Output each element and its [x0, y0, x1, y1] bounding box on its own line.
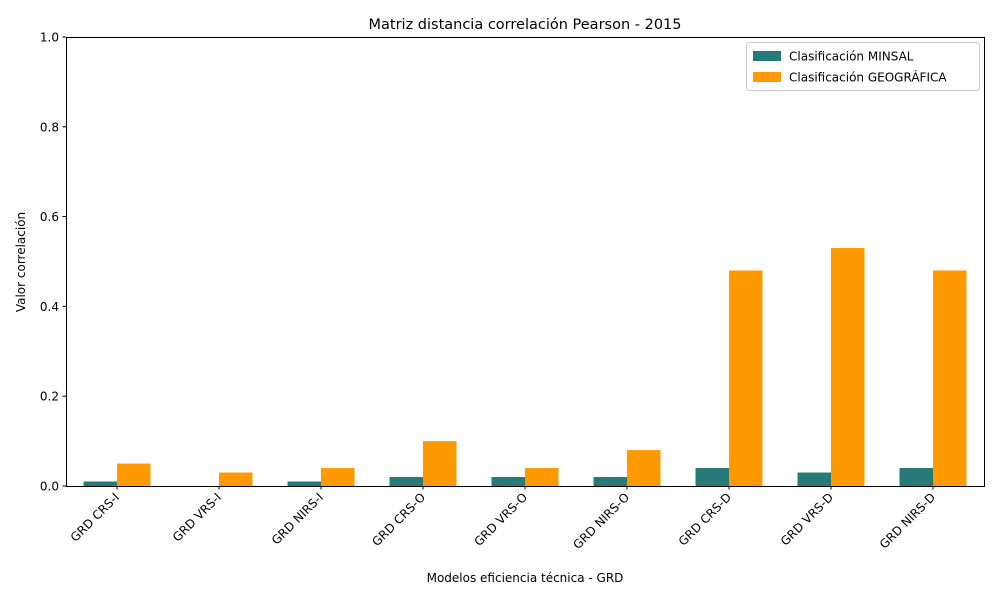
chart-title: Matriz distancia correlación Pearson - 2… [369, 17, 682, 33]
bar-geografica-4 [525, 468, 559, 486]
y-tick-label-3: 0.6 [40, 210, 59, 224]
bar-geografica-0 [117, 463, 151, 486]
legend: Clasificación MINSAL Clasificación GEOGR… [746, 42, 980, 91]
plot-frame [66, 37, 985, 487]
bar-minsal-3 [389, 477, 423, 486]
y-axis: 0.0 0.2 0.4 0.6 0.8 1.0 [40, 31, 66, 494]
y-tick-label-0: 0.0 [40, 480, 59, 494]
legend-box [746, 42, 980, 91]
y-axis-label: Valor correlación [14, 212, 28, 312]
y-tick-label-5: 1.0 [40, 31, 59, 45]
bar-minsal-0 [83, 481, 117, 486]
bar-geografica-3 [423, 441, 457, 486]
legend-swatch-geografica [753, 72, 781, 82]
legend-swatch-minsal [753, 51, 781, 61]
x-axis-label: Modelos eficiencia técnica - GRD [427, 571, 624, 585]
bar-minsal-5 [593, 477, 627, 486]
bar-minsal-2 [287, 481, 321, 486]
bar-minsal-6 [695, 468, 729, 486]
bar-geografica-2 [321, 468, 355, 486]
bar-geografica-1 [219, 472, 253, 486]
bar-geografica-7 [831, 248, 865, 486]
bar-geografica-5 [627, 450, 661, 486]
legend-label-geografica: Clasificación GEOGRÁFICA [789, 70, 947, 85]
legend-label-minsal: Clasificación MINSAL [789, 50, 914, 64]
bar-minsal-8 [899, 468, 933, 486]
bars-layer [83, 248, 967, 486]
bar-geografica-8 [933, 270, 967, 486]
bar-geografica-6 [729, 270, 763, 486]
y-tick-label-2: 0.4 [40, 300, 59, 314]
y-tick-label-1: 0.2 [40, 390, 59, 404]
bar-minsal-4 [491, 477, 525, 486]
y-tick-label-4: 0.8 [40, 120, 59, 134]
bar-minsal-7 [797, 472, 831, 486]
